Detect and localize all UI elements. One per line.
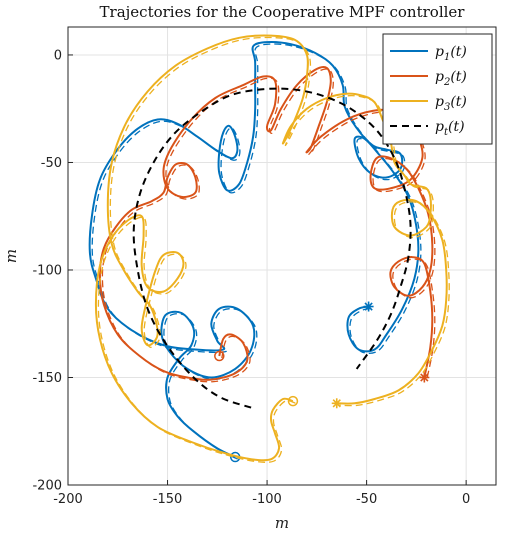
- legend-label-base: p: [435, 44, 444, 60]
- legend-label: p2(t): [435, 69, 467, 88]
- y-tick-label: -200: [32, 479, 62, 494]
- reference-trajectory-line: [101, 68, 436, 383]
- end-marker: [331, 398, 342, 409]
- x-tick-label: -200: [53, 492, 83, 507]
- reference-trajectory-line: [91, 43, 422, 460]
- legend-label-base: p: [435, 69, 444, 85]
- legend-label-sub: 3: [444, 102, 450, 113]
- series-p1t: [88, 41, 422, 463]
- trajectory-line: [88, 41, 420, 458]
- legend: p1(t)p2(t)p3(t)pt(t): [382, 33, 493, 145]
- y-tick-label: -100: [32, 263, 62, 278]
- legend-label: p1(t): [435, 44, 467, 63]
- series-ptt: [132, 87, 412, 409]
- series-p2t: [98, 66, 436, 383]
- target-trajectory-line: [132, 87, 412, 409]
- end-marker: [363, 301, 374, 312]
- end-marker: [419, 372, 430, 383]
- legend-label: pt(t): [435, 119, 465, 138]
- legend-box: [382, 33, 493, 145]
- y-axis-label: m: [2, 249, 20, 263]
- x-tick-label: -50: [356, 492, 377, 507]
- legend-label-sub: t: [444, 127, 449, 138]
- trajectory-line: [98, 66, 434, 381]
- legend-label-suffix: (t): [450, 69, 467, 85]
- reference-trajectory-line: [97, 36, 450, 463]
- end-marker-stroke: [332, 399, 341, 408]
- x-tick-label: -100: [252, 492, 282, 507]
- trajectory-line: [94, 34, 448, 462]
- end-marker-stroke: [364, 302, 373, 311]
- y-tick-label: -50: [41, 156, 62, 171]
- x-tick-label: 0: [462, 492, 470, 507]
- start-marker: [287, 395, 299, 407]
- legend-label-base: p: [435, 94, 444, 110]
- end-marker-stroke: [420, 373, 429, 382]
- series-p3t: [94, 34, 450, 463]
- plot-frame: [67, 26, 497, 486]
- start-marker: [214, 350, 225, 362]
- chart-title: Trajectories for the Cooperative MPF con…: [100, 3, 466, 21]
- axis-ticks: -200 -150 -100 -50 0 0 -50 -100 -150 -200: [32, 48, 470, 507]
- legend-label-suffix: (t): [448, 119, 465, 135]
- x-axis-label: m: [275, 514, 289, 532]
- legend-label-sub: 1: [444, 52, 450, 63]
- legend-label-suffix: (t): [450, 94, 467, 110]
- legend-label-base: p: [435, 119, 444, 135]
- legend-label-suffix: (t): [450, 44, 467, 60]
- x-tick-label: -150: [153, 492, 183, 507]
- legend-label: p3(t): [435, 94, 467, 113]
- legend-label-sub: 2: [443, 77, 450, 88]
- y-tick-label: 0: [54, 48, 62, 63]
- y-tick-label: -150: [32, 371, 62, 386]
- series-group: [88, 34, 450, 463]
